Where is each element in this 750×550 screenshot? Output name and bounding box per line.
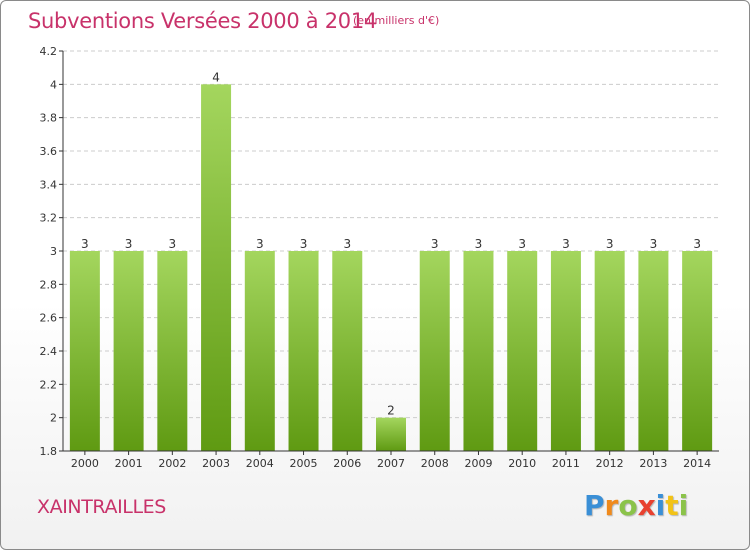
bar-2014	[682, 251, 713, 451]
x-tick-label: 2008	[421, 457, 449, 470]
x-tick-label: 2011	[552, 457, 580, 470]
y-tick-label: 3.4	[40, 178, 58, 191]
x-tick-label: 2006	[333, 457, 361, 470]
bar-2004	[244, 251, 275, 451]
logo-letter: o	[618, 489, 638, 522]
bar-2010	[507, 251, 538, 451]
y-tick-label: 2.8	[40, 278, 58, 291]
y-tick-label: 3.6	[40, 145, 58, 158]
data-label: 3	[81, 237, 89, 251]
data-label: 3	[475, 237, 483, 251]
data-label: 3	[562, 237, 570, 251]
y-tick-label: 3.8	[40, 112, 58, 125]
y-tick-label: 4	[50, 78, 57, 91]
y-tick-label: 1.8	[40, 445, 58, 458]
bar-2011	[550, 251, 581, 451]
x-tick-label: 2002	[158, 457, 186, 470]
x-tick-label: 2001	[115, 457, 143, 470]
data-label: 3	[300, 237, 308, 251]
data-label: 3	[125, 237, 133, 251]
x-tick-label: 2014	[683, 457, 711, 470]
bars	[69, 84, 713, 451]
chart-title: Subventions Versées 2000 à 2014	[28, 9, 377, 33]
bar-2001	[113, 251, 144, 451]
x-tick-label: 2012	[596, 457, 624, 470]
data-label: 3	[169, 237, 177, 251]
bar-2013	[638, 251, 669, 451]
bar-2009	[463, 251, 494, 451]
x-tick-label: 2009	[464, 457, 492, 470]
data-label: 3	[343, 237, 351, 251]
bar-2012	[594, 251, 625, 451]
data-label: 3	[256, 237, 264, 251]
logo-letter: x	[637, 489, 656, 522]
y-tick-label: 2	[50, 412, 57, 425]
labels: 1.8 2 2.2 2.4 2.6 2.8 3 3.2 3.4 3.6 3.8 4 4.2 2000 3 20…	[40, 45, 712, 470]
logo-letter: t	[665, 489, 679, 522]
chart-unit: (en milliers d'€)	[353, 14, 440, 27]
proxiti-logo: Proxiti	[584, 489, 688, 522]
y-tick-label: 3.2	[40, 212, 58, 225]
logo-letter: i	[678, 489, 689, 522]
x-tick-label: 2010	[508, 457, 536, 470]
axes	[59, 50, 719, 455]
bar-2006	[332, 251, 363, 451]
bar-2005	[288, 251, 319, 451]
data-label: 3	[518, 237, 526, 251]
y-tick-label: 3	[50, 245, 57, 258]
data-label: 4	[212, 70, 220, 84]
data-label: 3	[693, 237, 701, 251]
commune-name: XAINTRAILLES	[37, 496, 166, 518]
y-tick-label: 2.2	[40, 378, 58, 391]
bar-2008	[419, 251, 450, 451]
bar-2007	[376, 417, 406, 451]
data-label: 3	[606, 237, 614, 251]
x-tick-label: 2004	[246, 457, 274, 470]
y-tick-label: 2.4	[40, 345, 58, 358]
data-label: 2	[387, 404, 395, 418]
y-tick-label: 2.6	[40, 312, 58, 325]
x-tick-label: 2013	[639, 457, 667, 470]
bar-2002	[157, 251, 188, 451]
logo-letter: r	[604, 489, 619, 522]
bar-2000	[69, 251, 100, 451]
x-tick-label: 2003	[202, 457, 230, 470]
x-tick-label: 2005	[290, 457, 318, 470]
bar-2003	[201, 84, 232, 451]
x-tick-label: 2000	[71, 457, 99, 470]
data-label: 3	[431, 237, 439, 251]
data-label: 3	[650, 237, 658, 251]
logo-letter: i	[655, 489, 666, 522]
y-tick-label: 4.2	[40, 45, 58, 58]
x-tick-label: 2007	[377, 457, 405, 470]
logo-letter: P	[584, 489, 605, 522]
